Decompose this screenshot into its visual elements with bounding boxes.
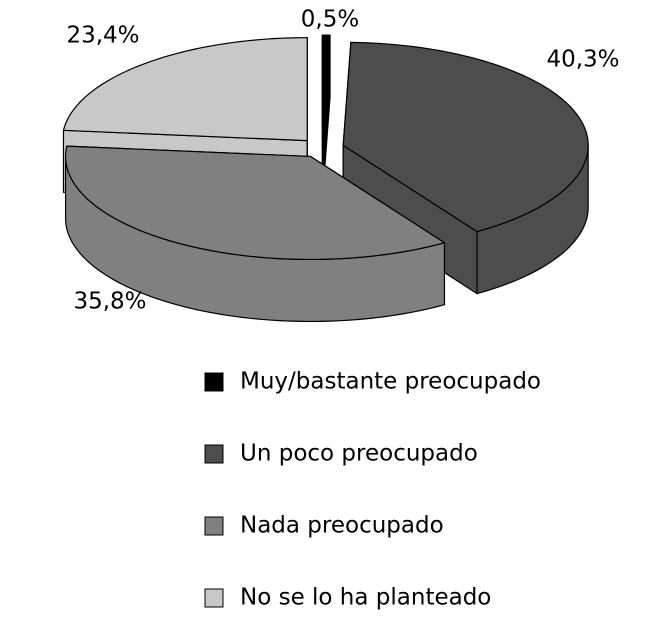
slice — [64, 145, 446, 261]
value-label: 0,5% — [301, 7, 359, 33]
legend-label: Un poco preocupado — [240, 441, 478, 467]
slice — [321, 34, 331, 139]
legend-swatch — [204, 516, 224, 536]
value-label: 35,8% — [73, 289, 146, 315]
legend-swatch — [204, 588, 224, 608]
slice — [62, 37, 308, 142]
legend-label: No se lo ha planteado — [240, 585, 491, 611]
value-label: 40,3% — [546, 47, 619, 73]
slice — [342, 41, 589, 233]
legend-swatch — [204, 444, 224, 464]
legend-swatch — [204, 372, 224, 392]
value-label: 23,4% — [66, 23, 139, 49]
legend-label: Muy/bastante preocupado — [240, 369, 541, 395]
legend-label: Nada preocupado — [240, 513, 444, 539]
